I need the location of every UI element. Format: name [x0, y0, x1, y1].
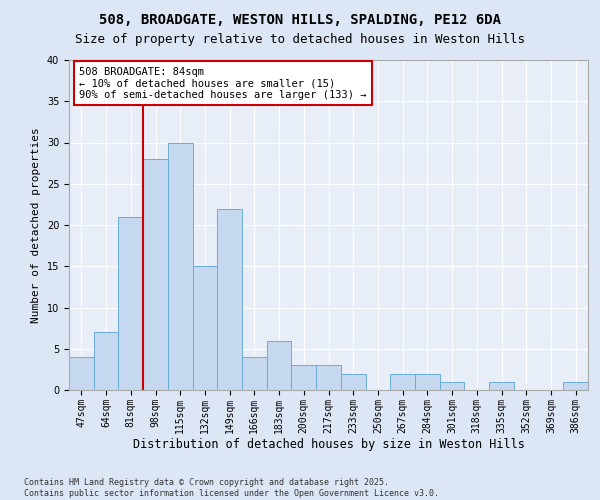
Bar	[118, 217, 143, 390]
Bar	[94, 332, 118, 390]
Bar	[341, 374, 365, 390]
Bar	[242, 357, 267, 390]
Text: Size of property relative to detached houses in Weston Hills: Size of property relative to detached ho…	[75, 32, 525, 46]
Text: Contains HM Land Registry data © Crown copyright and database right 2025.
Contai: Contains HM Land Registry data © Crown c…	[24, 478, 439, 498]
Bar	[267, 340, 292, 390]
X-axis label: Distribution of detached houses by size in Weston Hills: Distribution of detached houses by size …	[133, 438, 524, 452]
Bar	[193, 266, 217, 390]
Bar	[415, 374, 440, 390]
Text: 508, BROADGATE, WESTON HILLS, SPALDING, PE12 6DA: 508, BROADGATE, WESTON HILLS, SPALDING, …	[99, 12, 501, 26]
Text: 508 BROADGATE: 84sqm
← 10% of detached houses are smaller (15)
90% of semi-detac: 508 BROADGATE: 84sqm ← 10% of detached h…	[79, 66, 367, 100]
Bar	[390, 374, 415, 390]
Y-axis label: Number of detached properties: Number of detached properties	[31, 127, 41, 323]
Bar	[563, 382, 588, 390]
Bar	[143, 159, 168, 390]
Bar	[168, 142, 193, 390]
Bar	[440, 382, 464, 390]
Bar	[292, 365, 316, 390]
Bar	[69, 357, 94, 390]
Bar	[217, 208, 242, 390]
Bar	[316, 365, 341, 390]
Bar	[489, 382, 514, 390]
